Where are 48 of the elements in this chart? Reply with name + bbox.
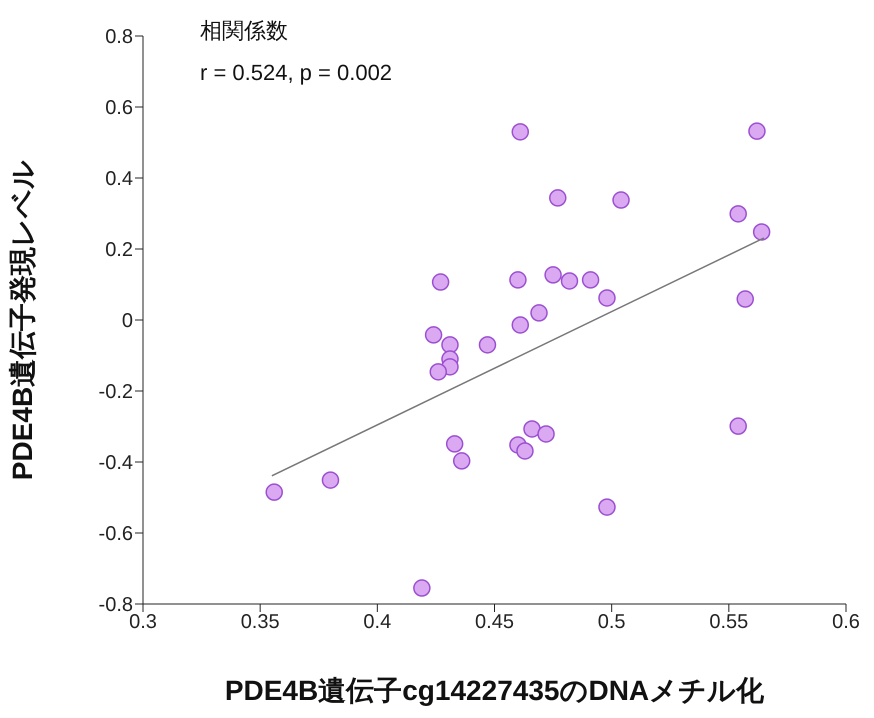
point bbox=[582, 271, 600, 289]
x-axis-title: PDE4B遺伝子cg14227435のDNAメチル化 bbox=[224, 675, 766, 706]
point bbox=[512, 123, 530, 141]
y-tick-label: -0.4 bbox=[98, 452, 133, 474]
point bbox=[512, 316, 530, 334]
point bbox=[430, 363, 448, 381]
y-tick-label: 0.2 bbox=[105, 239, 133, 262]
point bbox=[516, 442, 534, 460]
point bbox=[441, 336, 459, 354]
y-tick-label: 0 bbox=[122, 310, 133, 332]
y-axis-title: PDE4B遺伝子発現レベル bbox=[6, 160, 38, 480]
annotation: 相関係数 bbox=[200, 17, 288, 45]
point bbox=[537, 425, 555, 443]
point bbox=[598, 289, 616, 307]
point bbox=[736, 290, 754, 308]
point bbox=[612, 191, 630, 209]
x-tick-label: 0.35 bbox=[240, 611, 280, 634]
point bbox=[446, 435, 464, 453]
point bbox=[748, 122, 766, 140]
point bbox=[729, 417, 747, 435]
y-tick-label: 0.8 bbox=[105, 26, 133, 48]
point bbox=[509, 271, 527, 289]
y-tick-label: 0.4 bbox=[105, 168, 133, 190]
point bbox=[413, 579, 431, 597]
point bbox=[544, 266, 562, 284]
point bbox=[549, 189, 567, 207]
point bbox=[432, 273, 450, 291]
point bbox=[452, 452, 470, 470]
annotation: r = 0.524, p = 0.002 bbox=[200, 60, 392, 86]
point bbox=[560, 272, 578, 290]
point bbox=[530, 304, 548, 322]
x-tick-label: 0.5 bbox=[598, 611, 626, 634]
x-tick-label: 0.4 bbox=[363, 611, 392, 634]
x-tick-label: 0.6 bbox=[832, 611, 860, 634]
point bbox=[424, 326, 442, 344]
y-tick-label: 0.6 bbox=[105, 97, 133, 120]
x-tick-label: 0.3 bbox=[129, 611, 157, 634]
point bbox=[729, 205, 747, 223]
point bbox=[478, 336, 496, 354]
point bbox=[523, 420, 541, 438]
point bbox=[265, 483, 283, 501]
y-tick-label: -0.6 bbox=[98, 523, 133, 546]
y-tick-label: -0.2 bbox=[98, 381, 133, 404]
point bbox=[598, 498, 616, 516]
x-tick-label: 0.45 bbox=[475, 611, 514, 634]
x-tick-label: 0.55 bbox=[709, 611, 748, 634]
point bbox=[322, 471, 340, 489]
point bbox=[752, 223, 770, 241]
